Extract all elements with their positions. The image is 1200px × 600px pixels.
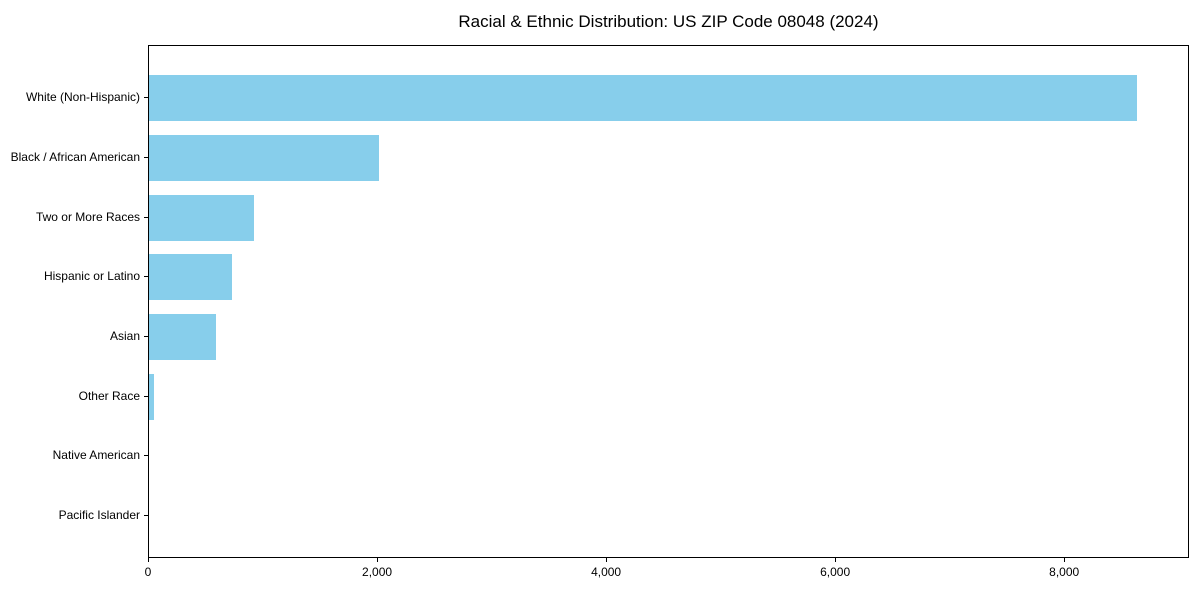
bar — [149, 134, 379, 181]
y-tick-label: Black / African American — [10, 149, 140, 164]
bar — [149, 75, 1137, 122]
bar — [149, 194, 255, 241]
x-tick-mark — [835, 558, 837, 562]
x-tick-label: 0 — [144, 565, 152, 579]
y-tick-label: Pacific Islander — [58, 508, 140, 523]
y-tick-label: Hispanic or Latino — [43, 269, 140, 284]
y-tick-mark — [144, 216, 148, 218]
y-tick-mark — [144, 515, 148, 517]
y-tick-label: Asian — [109, 328, 140, 343]
chart-title: Racial & Ethnic Distribution: US ZIP Cod… — [458, 12, 879, 31]
y-tick-mark — [144, 156, 148, 158]
bar — [149, 373, 155, 420]
bar — [149, 313, 216, 360]
y-tick-mark — [144, 455, 148, 457]
y-tick-mark — [144, 335, 148, 337]
x-tick-label: 6,000 — [820, 565, 851, 579]
y-tick-label: White (Non-Hispanic) — [25, 90, 140, 105]
y-tick-label: Other Race — [78, 388, 140, 403]
bar — [149, 254, 233, 301]
x-tick-label: 4,000 — [591, 565, 622, 579]
x-tick-mark — [606, 558, 608, 562]
x-tick-label: 2,000 — [362, 565, 393, 579]
y-tick-mark — [144, 97, 148, 99]
y-tick-mark — [144, 395, 148, 397]
x-tick-mark — [377, 558, 379, 562]
x-tick-mark — [1064, 558, 1066, 562]
y-tick-label: Native American — [52, 448, 140, 463]
y-tick-label: Two or More Races — [35, 209, 140, 224]
x-tick-mark — [148, 558, 149, 562]
y-tick-mark — [144, 276, 148, 278]
plot-area — [148, 45, 1189, 558]
x-tick-label: 8,000 — [1049, 565, 1080, 579]
